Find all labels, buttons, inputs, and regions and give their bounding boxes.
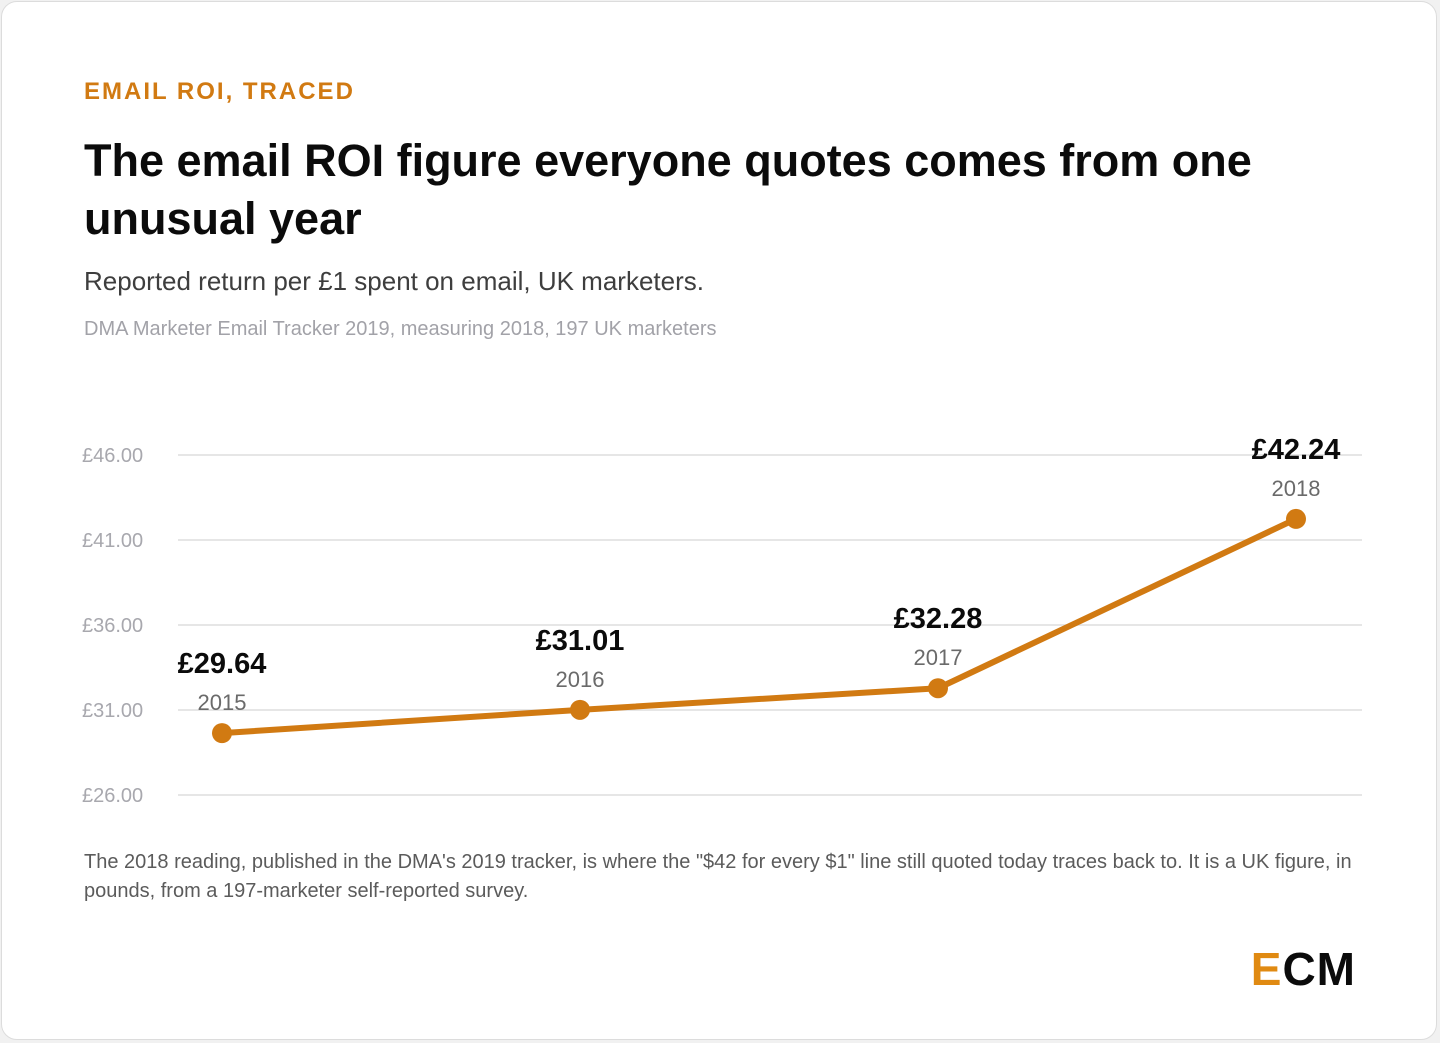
logo-accent-letter: E xyxy=(1250,943,1283,995)
eyebrow-label: EMAIL ROI, TRACED xyxy=(84,78,355,105)
footnote: The 2018 reading, published in the DMA's… xyxy=(84,851,1352,902)
source-line: DMA Marketer Email Tracker 2019, measuri… xyxy=(84,318,717,340)
chart-subtitle: Reported return per £1 spent on email, U… xyxy=(84,266,704,296)
ecm-logo: ECM xyxy=(1251,945,1356,993)
logo-letters: CM xyxy=(1282,943,1356,995)
chart-title: The email ROI figure everyone quotes com… xyxy=(84,135,1252,244)
